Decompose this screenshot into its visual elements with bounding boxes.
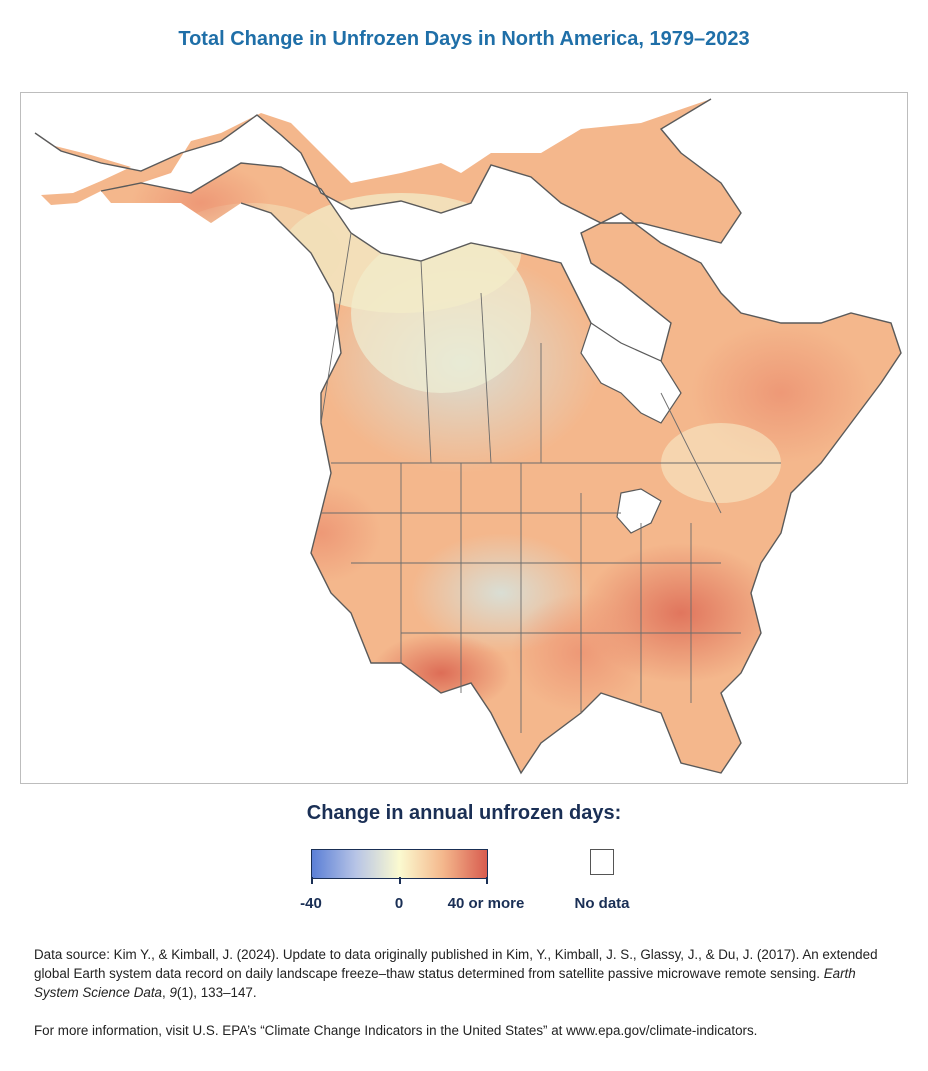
hudson-bay [580, 322, 682, 424]
great-lakes [616, 488, 662, 534]
legend-tick-min [311, 877, 313, 884]
state-province-boundaries [320, 232, 781, 733]
legend-title: Change in annual unfrozen days: [306, 802, 622, 824]
legend-label-max: 40 or more [447, 895, 525, 912]
more-info: For more information, visit U.S. EPA’s “… [34, 1023, 758, 1038]
no-data-swatch [590, 849, 614, 875]
map-frame [20, 92, 908, 784]
north-america-map [34, 98, 902, 775]
water-bodies [580, 322, 682, 534]
legend-tick-max [486, 877, 488, 884]
no-data-label: No data [574, 895, 630, 912]
unfrozen-days-raster [35, 99, 901, 773]
chart-title: Total Change in Unfrozen Days in North A… [178, 28, 750, 50]
color-ramp [311, 849, 488, 879]
data-source: Data source: Kim Y., & Kimball, J. (2024… [34, 947, 878, 1000]
volume: 9 [169, 985, 177, 1000]
journal-name: Earth System Science Data [34, 966, 856, 1000]
legend-label-zero: 0 [394, 895, 404, 912]
legend-tick-zero [399, 877, 401, 884]
legend-label-min: -40 [300, 895, 322, 912]
